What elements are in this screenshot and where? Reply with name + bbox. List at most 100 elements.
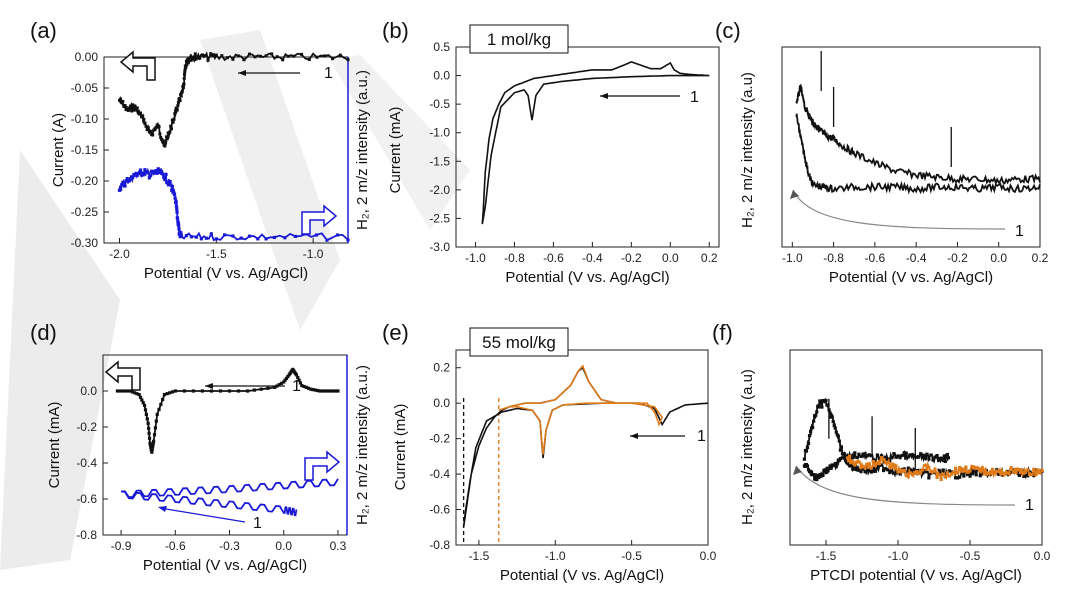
data-point xyxy=(962,474,966,478)
data-point xyxy=(130,109,134,113)
data-point xyxy=(137,170,142,174)
data-point xyxy=(954,476,958,480)
scan-direction-head xyxy=(158,506,167,512)
data-point xyxy=(157,125,161,129)
data-point xyxy=(194,235,198,239)
data-point xyxy=(162,393,167,397)
data-point xyxy=(844,454,849,458)
data-point xyxy=(842,452,847,456)
data-point xyxy=(170,127,174,131)
data-point xyxy=(173,389,177,393)
data-point xyxy=(851,460,855,464)
data-point xyxy=(949,472,954,476)
data-point xyxy=(853,451,857,455)
data-point xyxy=(812,419,816,423)
data-point xyxy=(191,389,195,393)
annotation-label: 1 xyxy=(292,378,301,395)
data-point xyxy=(1032,467,1036,472)
x-tick-label: -0.2 xyxy=(947,251,968,265)
series-full-window xyxy=(462,366,709,528)
panel-label: (b) xyxy=(382,18,409,43)
data-point xyxy=(828,464,832,468)
data-point xyxy=(277,383,281,387)
data-point xyxy=(138,168,143,172)
y-tick-label: -0.8 xyxy=(76,528,97,542)
series-current xyxy=(117,51,350,149)
x-tick-label: 0.0 xyxy=(990,251,1007,265)
data-point xyxy=(861,467,865,471)
data-point xyxy=(118,187,123,192)
data-point xyxy=(239,236,243,240)
y-tick-label: 0.2 xyxy=(433,361,450,375)
data-point xyxy=(927,457,931,461)
data-point xyxy=(848,454,852,458)
y-axis-label: Current (A) xyxy=(50,113,67,187)
panel-d: -0.9 -0.6 -0.3 0.0 0.3 0.0 -0.2 -0.4 -0.6 -0.8 Pot… xyxy=(30,320,371,574)
x-axis-label: Potential (V vs. Ag/AgCl) xyxy=(143,557,307,574)
data-point xyxy=(279,381,284,385)
data-point xyxy=(875,453,880,457)
y-tick-label: 0.00 xyxy=(75,50,99,64)
concentration-label: 55 mol/kg xyxy=(482,333,556,352)
data-point xyxy=(144,412,148,416)
x-tick-label: -0.4 xyxy=(906,251,927,265)
data-point xyxy=(209,52,213,56)
data-point xyxy=(886,457,890,461)
data-point xyxy=(236,389,241,393)
data-point xyxy=(183,70,187,74)
data-point xyxy=(192,58,196,62)
data-point xyxy=(908,453,912,457)
y-tick-label: -0.2 xyxy=(76,420,97,434)
data-point xyxy=(865,454,869,458)
data-point xyxy=(884,460,888,465)
data-point xyxy=(846,456,850,460)
data-point xyxy=(179,94,183,98)
data-point xyxy=(331,389,336,393)
data-point xyxy=(892,452,896,456)
data-point xyxy=(831,420,835,424)
y-tick-label: -0.6 xyxy=(429,503,450,517)
data-point xyxy=(160,137,164,141)
data-point xyxy=(161,172,165,176)
annotation-arrow-line xyxy=(792,189,1006,230)
data-point xyxy=(855,455,859,460)
data-point xyxy=(859,469,863,473)
data-point xyxy=(935,475,939,480)
data-point xyxy=(147,176,151,180)
data-point xyxy=(890,462,894,466)
data-point xyxy=(185,62,189,66)
data-point xyxy=(974,466,978,470)
data-point xyxy=(817,405,821,409)
data-point xyxy=(179,233,183,237)
panel-label: (a) xyxy=(30,18,57,43)
data-point xyxy=(896,454,900,458)
data-point xyxy=(183,72,187,76)
data-point xyxy=(158,132,162,136)
data-point xyxy=(937,457,941,461)
data-point xyxy=(296,375,300,380)
data-point xyxy=(906,466,910,470)
data-point xyxy=(132,108,136,112)
data-point xyxy=(346,238,350,242)
data-point xyxy=(143,121,147,125)
x-tick-label: 0.2 xyxy=(1032,251,1049,265)
scan-direction-arrow xyxy=(159,507,246,523)
data-point xyxy=(970,464,974,468)
data-point xyxy=(853,463,857,467)
panel-f: -1.5 -1.0 -0.5 0.0 PTCDI potential (V vs. Ag… xyxy=(712,320,1051,584)
data-point xyxy=(182,82,186,86)
data-point xyxy=(921,453,925,457)
data-point xyxy=(199,237,203,241)
data-point xyxy=(133,104,137,108)
series-CV xyxy=(115,367,340,454)
data-point xyxy=(968,469,972,473)
data-point xyxy=(1013,467,1017,472)
data-point xyxy=(945,452,949,457)
data-point xyxy=(281,58,285,62)
data-point xyxy=(130,390,134,394)
data-point xyxy=(949,470,954,474)
data-point xyxy=(170,188,174,192)
data-point xyxy=(336,389,340,393)
data-point xyxy=(212,53,216,57)
